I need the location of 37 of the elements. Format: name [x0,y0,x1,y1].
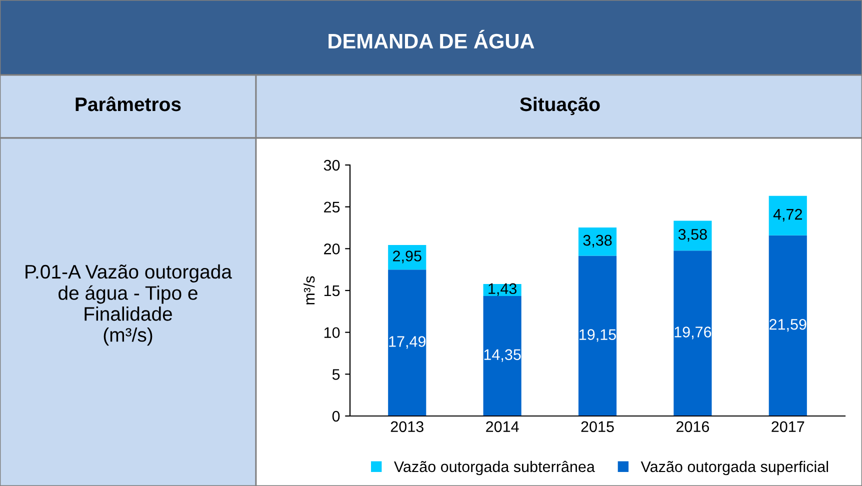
legend-label: Vazão outorgada superficial [640,460,828,476]
y-tick-label: 20 [324,244,340,254]
bar [578,228,617,256]
x-tick-label: 2013 [390,421,424,432]
data-label: 14,35 [484,349,521,362]
bar [674,250,712,416]
bar [388,270,426,416]
data-label: 3,38 [583,234,612,248]
data-label: 19,15 [580,329,616,342]
text: Parâmetros [76,96,181,112]
bar [768,196,807,236]
x-tick-label: 2016 [676,421,710,432]
x-tick-label: 2015 [581,421,614,432]
y-tick-label: 0 [332,410,340,422]
bar [674,220,712,251]
bar [768,235,807,416]
x-tick-label: 2017 [772,421,804,432]
y-axis-title: m³/s [303,276,315,304]
y-tick-label: 30 [324,160,340,171]
bar [578,256,617,416]
text: P.01-A Vazão outorgada de água - Tipo e Finalidade (m³/s) [26,264,232,346]
data-label: 1,43 [488,283,517,296]
data-label: 4,72 [773,208,802,222]
text: Situação [520,96,600,116]
y-tick-label: 15 [324,286,340,296]
data-label: 19,76 [674,326,712,340]
chart-title: DEMANDA DE ÁGUA [328,30,534,49]
data-label: 21,59 [770,318,806,332]
data-label: 2,95 [393,250,422,264]
y-tick-label: 10 [324,327,340,338]
bar [483,296,522,416]
legend-label: Vazão outorgada subterrânea [394,460,595,476]
y-tick-label: 25 [324,202,340,213]
data-label: 17,49 [389,336,426,349]
x-tick-label: 2014 [486,421,519,432]
data-label: 3,58 [678,228,707,242]
y-tick-label: 5 [332,369,340,380]
